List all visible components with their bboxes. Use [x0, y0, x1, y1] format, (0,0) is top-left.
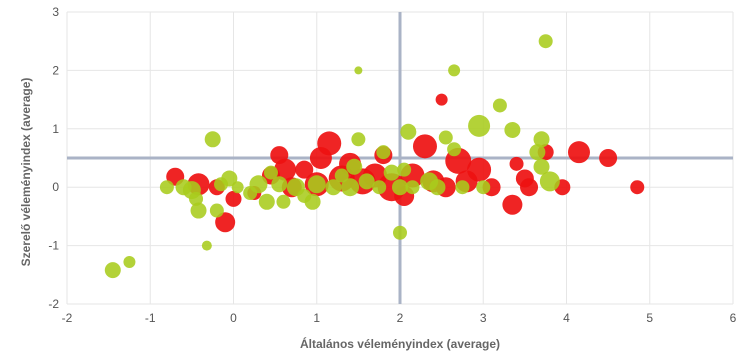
data-point: [467, 157, 492, 182]
data-point: [249, 175, 268, 194]
data-point: [438, 130, 453, 145]
data-point: [221, 170, 238, 187]
data-point: [492, 98, 507, 113]
data-point: [274, 158, 297, 181]
data-point: [209, 203, 224, 218]
data-point: [429, 179, 446, 196]
data-point: [539, 171, 560, 192]
data-point: [159, 180, 174, 195]
x-tick-label: -1: [145, 311, 156, 325]
x-tick-label: 3: [480, 311, 487, 325]
data-point: [383, 164, 400, 181]
data-point: [372, 180, 387, 195]
x-axis-ticks: -2 -1 0 1 2 3 4 5 6: [62, 311, 737, 325]
data-point: [341, 178, 360, 197]
y-tick-label: 3: [52, 5, 59, 19]
data-point: [346, 158, 363, 175]
data-point: [504, 121, 521, 138]
data-point: [376, 145, 391, 160]
data-point: [412, 134, 437, 159]
data-point: [533, 158, 550, 175]
data-point: [231, 181, 244, 194]
data-point: [520, 178, 539, 197]
data-point: [509, 156, 524, 171]
data-point: [538, 34, 553, 49]
data-point: [325, 179, 342, 196]
data-point: [104, 262, 121, 279]
data-point: [502, 194, 523, 215]
data-point: [307, 175, 326, 194]
data-point: [400, 123, 417, 140]
data-point: [405, 180, 420, 195]
data-point: [215, 212, 236, 233]
x-axis-title: Általános véleményindex (average): [300, 336, 500, 351]
data-point: [599, 149, 618, 167]
data-point: [225, 190, 242, 207]
data-point: [201, 240, 212, 251]
data-point: [435, 93, 448, 106]
data-point: [317, 131, 342, 156]
data-point: [204, 131, 221, 148]
x-tick-label: -2: [62, 311, 73, 325]
data-point: [468, 114, 491, 137]
data-point: [567, 141, 590, 164]
data-point: [529, 144, 546, 161]
y-axis-title: Szerelő véleményindex (average): [19, 78, 33, 267]
data-point: [392, 179, 408, 196]
data-point: [258, 193, 275, 210]
data-point: [276, 194, 291, 209]
x-tick-label: 2: [397, 311, 404, 325]
x-tick-label: 1: [313, 311, 320, 325]
data-point: [358, 173, 375, 190]
data-point: [630, 180, 645, 195]
data-point: [304, 193, 321, 210]
data-point: [448, 64, 461, 77]
x-tick-label: 4: [563, 311, 570, 325]
y-tick-label: -2: [48, 297, 59, 311]
data-point: [190, 202, 207, 219]
y-tick-label: 1: [52, 122, 59, 136]
data-point: [189, 191, 204, 206]
data-point: [447, 142, 462, 157]
data-point: [397, 162, 412, 177]
data-point: [271, 176, 288, 193]
data-point: [334, 168, 349, 183]
x-tick-label: 6: [730, 311, 737, 325]
data-point: [476, 180, 491, 195]
y-tick-label: 2: [52, 63, 59, 77]
series-1: [104, 34, 560, 279]
data-points: [104, 34, 645, 279]
data-point: [263, 165, 278, 180]
x-tick-label: 5: [646, 311, 653, 325]
data-point: [393, 225, 407, 240]
data-point: [123, 255, 136, 268]
data-point: [533, 131, 550, 148]
y-tick-label: 0: [52, 180, 59, 194]
reference-lines: [67, 12, 733, 304]
data-point: [455, 180, 470, 195]
y-tick-label: -1: [48, 239, 59, 253]
data-point: [354, 66, 363, 75]
x-tick-label: 0: [230, 311, 237, 325]
y-axis-ticks: 3 2 1 0 -1 -2: [48, 5, 59, 311]
data-point: [295, 160, 314, 179]
data-point: [351, 132, 366, 147]
